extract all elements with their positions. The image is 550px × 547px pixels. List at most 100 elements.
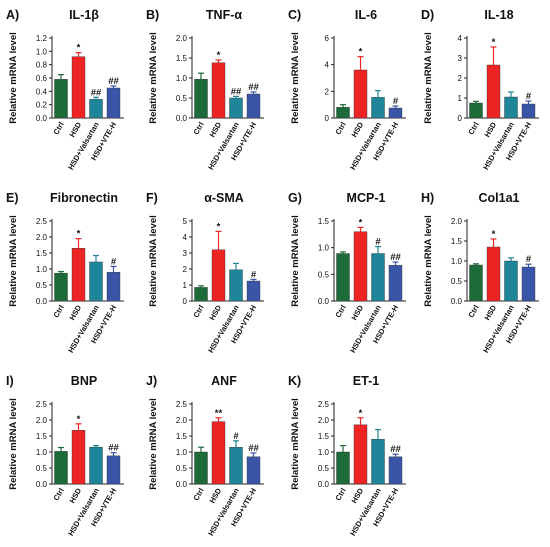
- bar-hsd-valsartan: [229, 97, 243, 119]
- y-tick-label: 1: [183, 281, 188, 290]
- bar-hsd-valsartan: [371, 253, 385, 302]
- x-tick-label: HSD: [68, 303, 84, 322]
- significance-marker: #: [526, 91, 532, 102]
- y-tick-label: 4: [458, 34, 463, 43]
- chart-panel: B) TNF-α Relative mRNA level 0.0 0.5 1.0 1.5 2.…: [146, 8, 264, 171]
- y-axis-label: Relative mRNA level: [148, 215, 159, 307]
- panel-letter: I): [6, 374, 14, 388]
- y-tick-label: 0.0: [36, 114, 48, 123]
- significance-marker: #: [251, 269, 257, 280]
- x-tick-label: Ctrl: [466, 304, 480, 320]
- bar-hsd: [486, 246, 501, 302]
- significance-marker: #: [111, 256, 117, 267]
- panel-letter: F): [146, 191, 158, 205]
- y-axis-label: Relative mRNA level: [423, 215, 434, 307]
- bar-ctrl: [54, 451, 68, 485]
- x-tick-label: HSD: [208, 120, 224, 139]
- panel-title: IL-18: [484, 8, 513, 22]
- y-axis-label: Relative mRNA level: [148, 32, 159, 124]
- y-tick-label: 0: [458, 114, 463, 123]
- bar-hsd-vte-h: [246, 93, 261, 119]
- y-tick-label: 2.0: [36, 416, 48, 425]
- y-tick-label: 1.0: [36, 265, 48, 274]
- y-axis-label: Relative mRNA level: [290, 215, 301, 307]
- bar-hsd-valsartan: [89, 99, 103, 119]
- y-axis-label: Relative mRNA level: [148, 398, 159, 490]
- panel-letter: J): [146, 374, 157, 388]
- y-tick-label: 2.5: [36, 217, 48, 226]
- significance-marker: #: [233, 431, 239, 442]
- bar-hsd-vte-h: [388, 265, 403, 302]
- bar-hsd: [71, 247, 86, 302]
- y-axis-label: Relative mRNA level: [290, 398, 301, 490]
- y-tick-label: 1.0: [176, 448, 188, 457]
- x-tick-label: Ctrl: [51, 487, 65, 503]
- y-tick-label: 0.8: [36, 61, 48, 70]
- significance-marker: *: [77, 43, 81, 54]
- bar-hsd-valsartan: [504, 260, 518, 302]
- y-tick-label: 1.0: [318, 448, 330, 457]
- y-tick-label: 0.5: [176, 94, 188, 103]
- y-tick-label: 0.5: [318, 270, 330, 279]
- y-axis-label: Relative mRNA level: [8, 32, 19, 124]
- chart-panel: G) MCP-1 Relative mRNA level 0.0 0.5 1.0 1.5 Ct…: [288, 191, 406, 354]
- bar-hsd-valsartan: [504, 96, 518, 119]
- significance-marker: ##: [248, 82, 259, 93]
- bar-ctrl: [336, 451, 350, 485]
- y-tick-label: 0.2: [36, 101, 48, 110]
- bar-hsd: [71, 56, 86, 119]
- panel-letter: B): [146, 8, 159, 22]
- panel-title: ET-1: [353, 374, 379, 388]
- panel-letter: H): [421, 191, 434, 205]
- y-tick-label: 2.0: [36, 233, 48, 242]
- y-axis-label: Relative mRNA level: [8, 215, 19, 307]
- bar-hsd-valsartan: [371, 438, 385, 485]
- bar-hsd: [211, 62, 226, 119]
- y-tick-label: 1: [458, 94, 463, 103]
- y-tick-label: 2.5: [318, 400, 330, 409]
- x-tick-label: HSD: [483, 303, 499, 322]
- y-tick-label: 0.0: [176, 114, 188, 123]
- x-tick-label: HSD: [68, 486, 84, 505]
- bar-ctrl: [194, 78, 208, 119]
- panel-title: MCP-1: [347, 191, 386, 205]
- y-tick-label: 1.0: [36, 448, 48, 457]
- y-tick-label: 0: [325, 114, 330, 123]
- y-tick-label: 1.0: [318, 244, 330, 253]
- y-tick-label: 4: [183, 233, 188, 242]
- bar-ctrl: [336, 253, 350, 302]
- significance-marker: ##: [390, 252, 401, 263]
- y-axis-label: Relative mRNA level: [423, 32, 434, 124]
- significance-marker: *: [217, 50, 221, 61]
- x-tick-label: HSD: [350, 120, 366, 139]
- bar-hsd-vte-h: [388, 456, 403, 485]
- chart-panel: H) Col1a1 Relative mRNA level 0.0 0.5 1.0 1.5 2…: [421, 191, 539, 354]
- y-tick-label: 1.0: [451, 257, 463, 266]
- y-tick-label: 0.0: [318, 480, 330, 489]
- significance-marker: *: [359, 47, 363, 58]
- panel-letter: E): [6, 191, 19, 205]
- y-tick-label: 2.0: [176, 34, 188, 43]
- y-tick-label: 1.0: [36, 47, 48, 56]
- chart-panel: K) ET-1 Relative mRNA level 0.0 0.5 1.0 1.5 2.0…: [288, 374, 406, 537]
- panel-title: ANF: [211, 374, 237, 388]
- x-tick-label: Ctrl: [191, 304, 205, 320]
- bar-hsd: [211, 421, 226, 485]
- significance-marker: ##: [108, 76, 119, 87]
- significance-marker: **: [215, 408, 223, 419]
- significance-marker: *: [359, 217, 363, 228]
- significance-marker: #: [375, 237, 381, 248]
- y-tick-label: 0.6: [36, 74, 48, 83]
- significance-marker: *: [492, 229, 496, 240]
- bar-ctrl: [469, 102, 483, 119]
- y-tick-label: 0.0: [36, 297, 48, 306]
- panel-title: IL-6: [355, 8, 377, 22]
- x-tick-label: Ctrl: [333, 304, 347, 320]
- bar-hsd: [353, 69, 368, 119]
- chart-panel: E) Fibronectin Relative mRNA level 0.0 0.5 1.…: [6, 191, 124, 354]
- y-tick-label: 1.5: [36, 432, 48, 441]
- bar-hsd-vte-h: [521, 103, 536, 119]
- significance-marker: ##: [390, 444, 401, 455]
- y-tick-label: 1.5: [36, 249, 48, 258]
